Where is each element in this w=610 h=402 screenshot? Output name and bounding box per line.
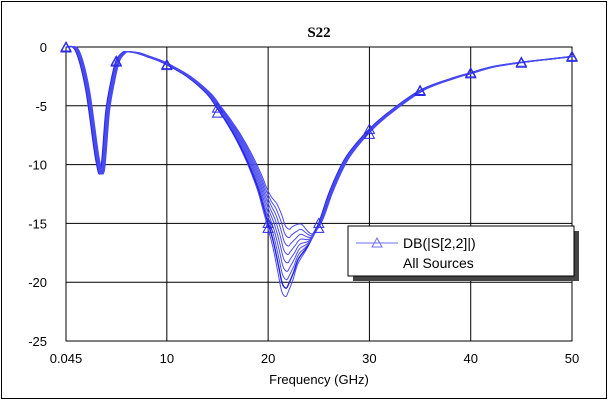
y-tick-label: -25 [28,334,47,349]
x-tick-label: 30 [362,351,376,366]
legend: DB(|S[2,2]|) All Sources [347,225,579,281]
triangle-marker [515,57,528,68]
x-tick-label: 40 [463,351,477,366]
y-tick-label: 0 [40,40,47,55]
series-group [60,40,578,298]
x-tick-label: 20 [261,351,275,366]
chart: 0 -5 -10 -15 -20 -250.045 10 20 30 40 50 S22 Frequ… [28,25,579,387]
triangle-marker [312,222,325,233]
triangle-marker [566,51,578,62]
tick-labels: 0 -5 -10 -15 -20 -250.045 10 20 30 40 50 [28,40,579,366]
triangle-marker [262,222,274,233]
x-tick-label: 10 [160,351,174,366]
triangle-marker [160,59,173,71]
triangle-marker [262,217,274,228]
plot-area [65,46,573,342]
triangle-marker [464,67,477,79]
triangle-marker [312,217,325,228]
chart-title: S22 [307,25,330,41]
y-tick-label: -20 [28,275,47,290]
legend-box [347,225,575,277]
triangle-marker [60,41,72,53]
legend-sub-label: All Sources [403,255,474,271]
triangle-marker [211,102,224,113]
legend-marker-icon [371,236,383,248]
y-tick-label: -5 [35,99,47,114]
series-line [69,45,576,235]
triangle-marker [110,56,123,67]
x-tick-label: 50 [565,351,579,366]
triangle-marker [363,128,376,139]
x-tick-label: 0.045 [50,351,83,366]
triangle-marker [363,123,376,134]
y-tick-label: -15 [28,216,47,231]
triangle-marker [211,107,224,118]
x-axis-title: Frequency (GHz) [269,372,369,387]
triangle-marker [414,85,426,97]
legend-series-label: DB(|S[2,2]|) [403,235,476,251]
y-tick-label: -10 [28,158,47,173]
